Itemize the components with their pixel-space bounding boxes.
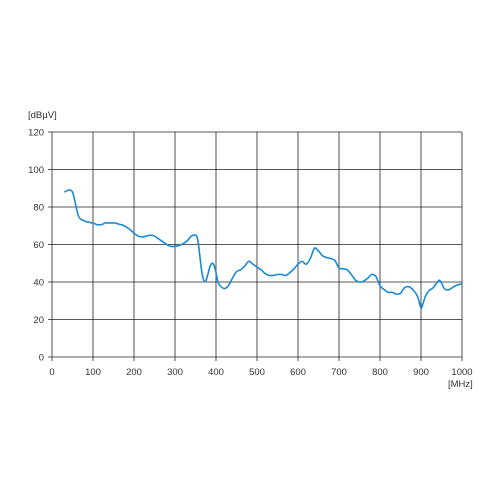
series-group (63, 189, 463, 310)
x-tick-label: 0 (49, 367, 54, 378)
x-tick-label: 900 (413, 367, 429, 378)
x-tick-label: 600 (290, 367, 306, 378)
y-axis-label: [dBµV] (28, 110, 57, 121)
x-tick-label: 1000 (451, 367, 472, 378)
grid (48, 131, 463, 361)
y-tick-label: 80 (33, 203, 44, 214)
x-axis-label: [MHz] (448, 379, 473, 390)
y-tick-label: 60 (33, 240, 44, 251)
x-tick-label: 100 (85, 367, 101, 378)
series-line (63, 189, 463, 310)
x-tick-label: 800 (372, 367, 388, 378)
x-tick-label: 700 (331, 367, 347, 378)
x-tick-label: 400 (208, 367, 224, 378)
tick-labels: 0 100 200 300 400 500 600 700 800 900 1000 0 20 40 60 8… (28, 128, 472, 379)
x-tick-label: 500 (249, 367, 265, 378)
y-tick-label: 20 (33, 315, 44, 326)
x-tick-label: 200 (126, 367, 142, 378)
y-tick-label: 100 (28, 165, 44, 176)
y-tick-label: 0 (39, 353, 44, 364)
y-tick-label: 40 (33, 278, 44, 289)
y-tick-label: 120 (28, 128, 44, 139)
x-tick-label: 300 (167, 367, 183, 378)
